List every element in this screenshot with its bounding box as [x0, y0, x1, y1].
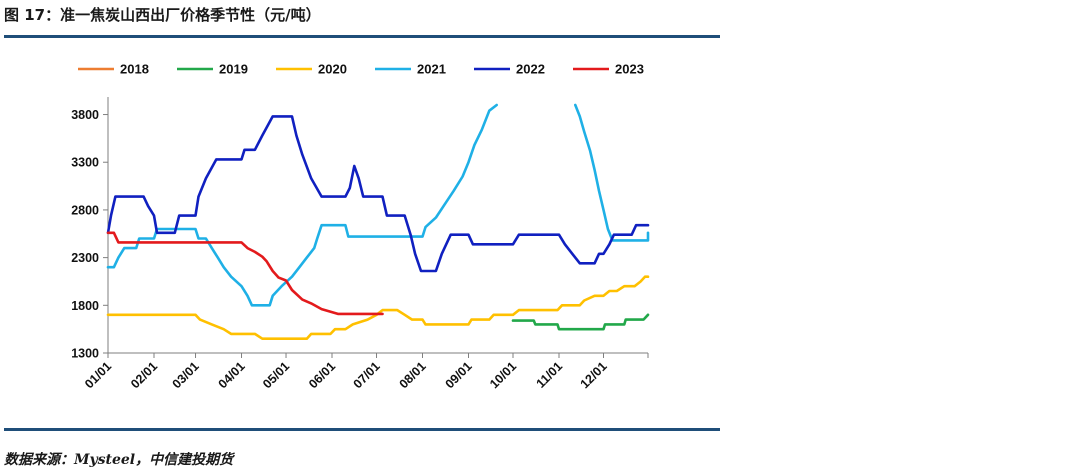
series-line-2021-part2 [574, 103, 650, 242]
x-tick-label: 03/01 [170, 359, 202, 391]
x-tick-label: 06/01 [306, 359, 338, 391]
title-divider [4, 35, 720, 38]
series-line-2023 [106, 231, 384, 316]
chart-axes: 1300 1800 2300 2800 3300 3800 01/01 02/01 03/01 0… [71, 97, 649, 391]
y-tick-label: 3800 [71, 108, 99, 122]
legend-label-2021: 2021 [417, 62, 446, 77]
y-tick-label: 1300 [71, 347, 99, 361]
series-line-2019 [511, 313, 650, 331]
legend-label-2018: 2018 [120, 62, 149, 77]
legend-label-2022: 2022 [516, 62, 545, 77]
x-tick-label: 01/01 [82, 359, 114, 391]
legend-label-2019: 2019 [219, 62, 248, 77]
x-tick-label: 09/01 [443, 359, 475, 391]
x-tick-label: 07/01 [351, 359, 383, 391]
x-tick-label: 02/01 [128, 359, 160, 391]
x-tick-label: 04/01 [216, 359, 248, 391]
y-tick-label: 2800 [71, 203, 99, 217]
y-tick-label: 2300 [71, 251, 99, 265]
legend-label-2020: 2020 [318, 62, 347, 77]
y-tick-label: 3300 [71, 156, 99, 170]
x-tick-label: 08/01 [397, 359, 429, 391]
series-line-2020 [106, 275, 650, 340]
plot-area [106, 103, 650, 340]
seasonality-chart: 2018 2019 2020 2021 2022 2023 1300 1800 2300 280… [71, 62, 650, 391]
source-note: 数据来源：Mysteel，中信建投期货 [4, 452, 234, 468]
x-tick-label: 12/01 [578, 359, 610, 391]
legend-label-2023: 2023 [615, 62, 644, 77]
x-tick-label: 10/01 [487, 359, 519, 391]
x-tick-label: 11/01 [534, 359, 566, 391]
chart-legend: 2018 2019 2020 2021 2022 2023 [78, 62, 644, 77]
footer-divider [4, 428, 720, 431]
series-line-2022 [106, 115, 650, 273]
figure-title: 图 17：准一焦炭山西出厂价格季节性（元/吨） [4, 6, 321, 24]
series-line-2021 [106, 103, 498, 307]
y-tick-label: 1800 [71, 299, 99, 313]
x-tick-label: 05/01 [260, 359, 292, 391]
